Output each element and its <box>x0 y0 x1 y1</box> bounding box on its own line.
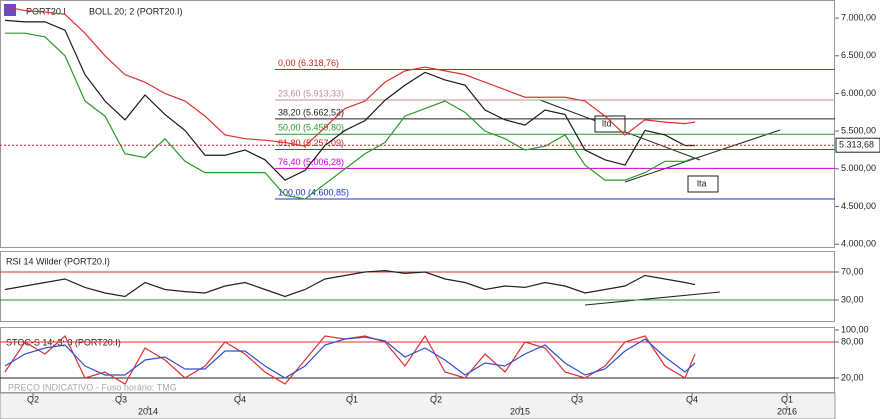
rsi-panel <box>0 251 835 322</box>
fib-label: 76,40 (5.006,28) <box>278 157 344 167</box>
trendline-lta <box>624 129 781 183</box>
y-tick-label: 6.500,00 <box>841 50 876 60</box>
y-tick-label: 30,00 <box>841 294 864 304</box>
y-tick-label: 70,00 <box>841 266 864 276</box>
symbol-icon[interactable] <box>4 4 16 16</box>
x-tick-label: Q4 <box>234 394 246 404</box>
fib-label: 61,80 (5.257,09) <box>278 138 344 148</box>
y-tick-label: 6.000,00 <box>841 88 876 98</box>
last-price-label: 5.313,68 <box>839 140 874 150</box>
annotation: lta <box>697 178 707 188</box>
fib-label: 38,20 (5.662,52) <box>278 107 344 117</box>
fib-label: 0,00 (6.318,76) <box>278 58 339 68</box>
year-label: 2014 <box>138 406 158 416</box>
last-price-box <box>835 137 880 153</box>
series-line <box>4 6 696 147</box>
watermark: PREÇO INDICATIVO - Fuso horário: TMG <box>8 382 177 392</box>
series-line <box>5 32 696 200</box>
x-tick-label: Q4 <box>686 394 698 404</box>
y-tick-label: 5.500,00 <box>841 126 876 136</box>
y-tick-label: 7.000,00 <box>841 12 876 22</box>
fib-label: 50,00 (5.459,80) <box>278 123 344 133</box>
rsi-trendline <box>584 291 721 306</box>
x-tick-label: Q2 <box>27 394 39 404</box>
x-tick-label: Q3 <box>115 394 127 404</box>
lta-box <box>687 175 719 193</box>
series-line <box>4 269 696 298</box>
x-tick-label: Q3 <box>571 394 583 404</box>
time-axis <box>0 392 836 419</box>
series-line <box>4 336 696 379</box>
x-tick-label: Q1 <box>346 394 358 404</box>
indicator-label[interactable]: BOLL 20; 2 (PORT20.I) <box>89 6 183 16</box>
rsi-title: RSI 14 Wilder (PORT20.I) <box>6 256 110 266</box>
annotation: ltd <box>602 118 612 128</box>
y-tick-label: 4.000,00 <box>841 239 876 249</box>
price-panel <box>0 0 835 248</box>
year-label: 2016 <box>777 406 797 416</box>
y-tick-label: 80,00 <box>841 336 864 346</box>
fib-label: 23,60 (5.913,33) <box>278 88 344 98</box>
x-tick-label: Q1 <box>781 394 793 404</box>
y-tick-label: 20,00 <box>841 372 864 382</box>
y-tick-label: 4.500,00 <box>841 201 876 211</box>
symbol-label[interactable]: PORT20.I <box>26 6 66 16</box>
y-tick-label: 100,00 <box>841 324 869 334</box>
year-label: 2015 <box>510 406 530 416</box>
series-line <box>4 19 695 181</box>
x-tick-label: Q2 <box>430 394 442 404</box>
y-tick-label: 5.000,00 <box>841 163 876 173</box>
